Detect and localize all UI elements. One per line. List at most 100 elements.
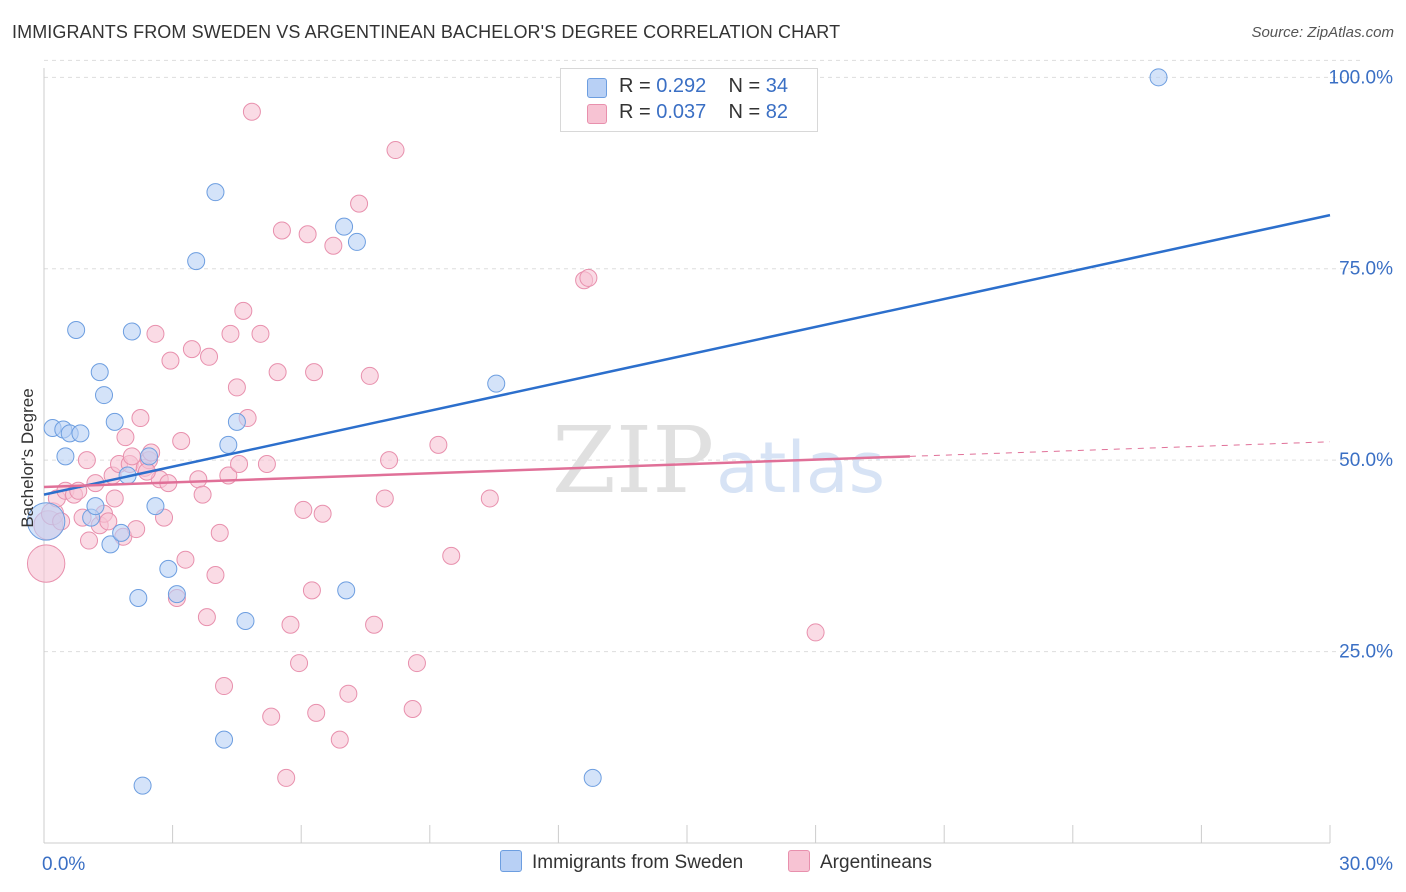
argentineans-point-66	[339, 684, 358, 703]
sweden-point-18	[140, 447, 159, 466]
sweden-point-6	[71, 424, 90, 443]
argentineans-point-75	[429, 435, 448, 454]
sweden-legend-swatch	[500, 850, 522, 872]
argentineans-point-37	[193, 485, 212, 504]
sweden-point-26	[227, 412, 246, 431]
argentineans-point-58	[294, 500, 313, 519]
y-axis-label: Bachelor's Degree	[18, 388, 37, 527]
sweden-point-15	[122, 322, 141, 341]
watermark-zip: ZIP	[552, 407, 714, 514]
stats-legend: R = 0.292 N = 34 R = 0.037 N = 82	[560, 68, 818, 132]
argentineans-legend-swatch	[788, 850, 810, 872]
argentineans-point-46	[230, 454, 249, 473]
source-label: Source: ZipAtlas.com	[1251, 24, 1394, 41]
argentineans-point-61	[305, 363, 324, 382]
sweden-point-28	[335, 217, 354, 236]
n-value: 82	[765, 101, 789, 123]
sweden-point-13	[112, 523, 131, 542]
n-label: N =	[728, 75, 761, 97]
argentineans-point-16	[105, 489, 124, 508]
sweden-point-12	[105, 412, 124, 431]
argentineans-point-39	[200, 347, 219, 366]
sweden-point-20	[159, 559, 178, 578]
argentineans-point-74	[407, 654, 426, 673]
y-tick-label-0: 25.0%	[1339, 642, 1393, 663]
argentineans-point-50	[251, 324, 270, 343]
argentineans-point-14	[99, 512, 118, 531]
argentineans-point-77	[480, 489, 499, 508]
sweden-point-10	[95, 386, 114, 405]
argentineans-point-56	[281, 615, 300, 634]
trend-lines	[43, 213, 1331, 496]
sweden-point-25	[219, 435, 238, 454]
argentineans-point-52	[262, 707, 281, 726]
watermark: ZIP atlas	[552, 407, 885, 514]
n-value: 34	[765, 75, 789, 97]
argentineans-point-70	[375, 489, 394, 508]
argentineans-point-0	[26, 544, 66, 583]
argentineans-point-35	[182, 340, 201, 359]
argentineans-point-53	[268, 363, 287, 382]
argentineans-point-22	[127, 520, 146, 539]
argentineans-point-59	[298, 225, 317, 244]
argentineans-point-65	[330, 730, 349, 749]
argentineans-point-64	[324, 236, 343, 255]
argentineans-point-27	[146, 324, 165, 343]
argentineans-point-67	[350, 194, 369, 213]
x-tick-label-0: 0.0%	[42, 854, 85, 875]
sweden-point-3	[56, 447, 75, 466]
sweden-point-16	[129, 588, 148, 607]
argentineans-point-63	[313, 504, 332, 523]
sweden-points	[26, 68, 1168, 795]
sweden-point-22	[187, 252, 206, 271]
argentineans-point-47	[234, 301, 253, 320]
sweden-point-9	[90, 363, 109, 382]
legend-item-sweden[interactable]: Immigrants from Sweden	[500, 850, 743, 874]
sweden-point-17	[133, 776, 152, 795]
sweden-point-31	[487, 374, 506, 393]
argentineans-point-57	[290, 654, 309, 673]
legend-item-argentineans[interactable]: Argentineans	[788, 850, 932, 874]
sweden-point-11	[101, 535, 120, 554]
argentineans-point-45	[227, 378, 246, 397]
argentineans-point-69	[365, 615, 384, 634]
y-tick-label-2: 75.0%	[1339, 259, 1393, 280]
argentineans-point-42	[215, 677, 234, 696]
sweden-point-24	[215, 730, 234, 749]
argentineans-point-10	[80, 531, 99, 550]
n-label: N =	[728, 101, 761, 123]
argentineans-point-34	[176, 550, 195, 569]
y-tick-label-1: 50.0%	[1339, 450, 1393, 471]
sweden-point-0	[26, 502, 66, 541]
sweden-point-27	[236, 611, 255, 630]
sweden-point-30	[347, 232, 366, 251]
r-label: R =	[619, 101, 651, 123]
sweden-point-23	[206, 183, 225, 202]
sweden-point-19	[146, 497, 165, 516]
argentineans-point-33	[172, 432, 191, 451]
x-tick-label-1: 30.0%	[1339, 854, 1393, 875]
argentineans-point-79	[579, 268, 598, 287]
argentineans-trend-extension	[909, 441, 1331, 457]
r-value: 0.292	[656, 75, 707, 97]
argentineans-point-76	[442, 546, 461, 565]
y-tick-label-3: 100.0%	[1329, 67, 1394, 88]
argentineans-point-44	[221, 324, 240, 343]
argentineans-point-9	[77, 451, 96, 470]
argentineans-point-71	[380, 451, 399, 470]
argentineans-point-72	[386, 141, 405, 160]
sweden-point-5	[67, 320, 86, 339]
argentineans-point-41	[210, 523, 229, 542]
argentineans-point-51	[257, 454, 276, 473]
argentineans-trend-line	[43, 455, 910, 489]
argentineans-point-73	[403, 700, 422, 719]
argentineans-legend-label: Argentineans	[820, 852, 932, 873]
argentineans-point-23	[131, 409, 150, 428]
axes	[43, 68, 1331, 844]
argentineans-point-62	[307, 703, 326, 722]
sweden-point-32	[583, 768, 602, 787]
sweden-legend-label: Immigrants from Sweden	[532, 852, 744, 873]
r-value: 0.037	[656, 101, 707, 123]
argentineans-point-54	[272, 221, 291, 240]
argentineans-point-80	[806, 623, 825, 642]
